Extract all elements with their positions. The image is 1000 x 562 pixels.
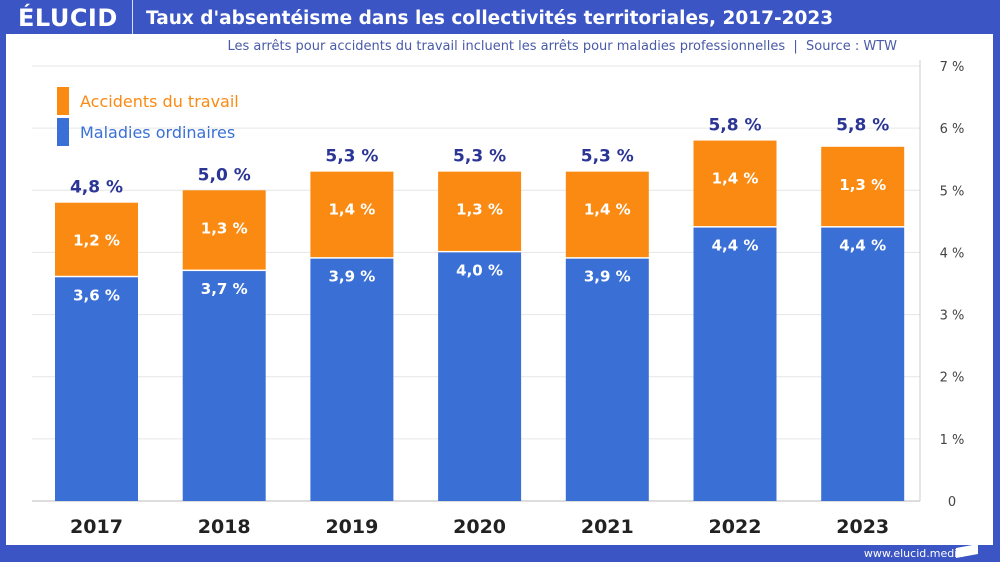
x-tick-label: 2021 [581,516,634,538]
bar-accidents-du-travail [438,171,522,251]
y-tick-label: 5 % [940,184,965,199]
y-tick-label: 7 % [940,60,965,75]
data-label-accidents: 1,4 % [712,170,759,188]
data-label-accidents: 1,3 % [456,201,503,219]
y-tick-label: 4 % [940,246,965,261]
y-tick-label: 1 % [940,433,965,448]
data-label-maladies: 4,4 % [839,237,886,255]
legend-swatch [57,87,69,115]
data-label-accidents: 1,3 % [201,219,248,237]
x-tick-label: 2023 [836,516,889,538]
chart-subtitle: Les arrêts pour accidents du travail inc… [227,39,897,54]
y-tick-label: 2 % [940,371,965,386]
chart-title: Taux d'absentéisme dans les collectivité… [146,8,834,29]
bar-accidents-du-travail [310,171,394,258]
footer-url[interactable]: www.elucid.media [863,547,964,560]
data-label-accidents: 1,4 % [328,201,375,219]
bar-maladies-ordinaires [565,258,649,501]
bar-accidents-du-travail [821,146,905,227]
bar-accidents-du-travail [182,190,266,270]
data-label-maladies: 4,4 % [712,237,759,255]
y-tick-label: 0 [948,495,956,510]
bar-maladies-ordinaires [310,258,394,501]
bar-maladies-ordinaires [821,227,905,502]
legend-label: Accidents du travail [80,92,239,111]
data-label-accidents: 1,4 % [584,201,631,219]
data-label-accidents: 1,3 % [839,176,886,194]
total-label: 4,8 % [70,178,123,198]
total-label: 5,3 % [453,147,506,167]
bar-maladies-ordinaires [182,271,266,501]
total-label: 5,3 % [325,147,378,167]
data-label-maladies: 3,7 % [201,280,248,298]
bar-accidents-du-travail [55,202,138,276]
x-tick-label: 2019 [325,516,378,538]
legend-swatch [57,118,69,146]
x-tick-label: 2017 [70,516,123,538]
x-tick-label: 2020 [453,516,506,538]
total-label: 5,0 % [198,165,251,185]
total-label: 5,8 % [708,116,761,136]
bar-maladies-ordinaires [55,277,138,501]
data-label-accidents: 1,2 % [73,232,120,250]
bar-accidents-du-travail [565,171,649,258]
legend-label: Maladies ordinaires [80,123,235,142]
data-label-maladies: 3,9 % [584,268,631,286]
bar-maladies-ordinaires [693,227,777,502]
y-tick-label: 3 % [940,309,965,324]
elucid-flag-icon [956,544,978,558]
total-label: 5,8 % [836,116,889,136]
y-tick-label: 6 % [940,122,965,137]
data-label-maladies: 3,6 % [73,286,120,304]
data-label-maladies: 3,9 % [328,268,375,286]
x-tick-label: 2018 [198,516,251,538]
x-tick-label: 2022 [709,516,762,538]
header-divider [132,0,133,35]
total-label: 5,3 % [581,147,634,167]
elucid-logo: ÉLUCID [18,4,118,32]
data-label-maladies: 4,0 % [456,261,503,279]
bar-maladies-ordinaires [438,252,522,501]
bar-accidents-du-travail [693,140,777,227]
